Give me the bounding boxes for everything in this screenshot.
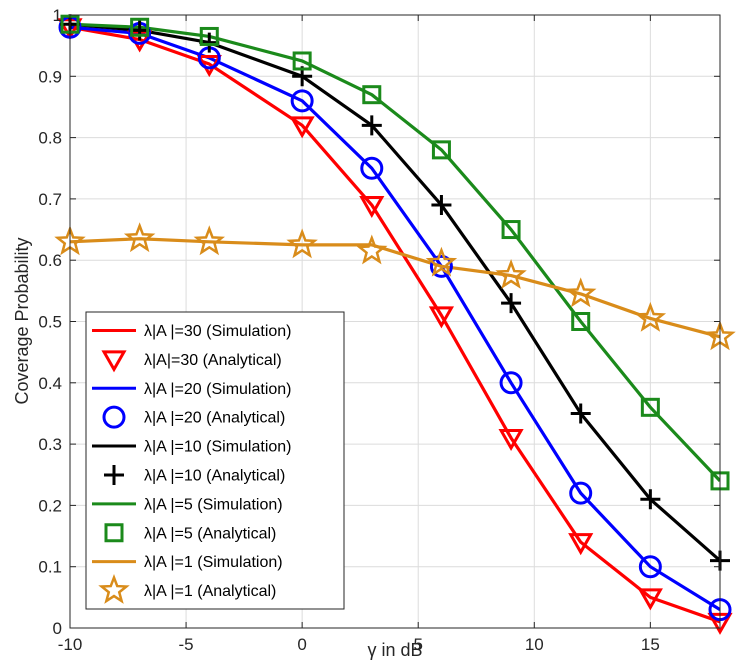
- series-markers: [54, 14, 736, 635]
- series-0-line: [70, 25, 720, 624]
- legend-entry-label: λ|A |=10 (Analytical): [144, 467, 285, 484]
- y-tick-label: 0.8: [38, 129, 62, 148]
- y-tick-label: 0.5: [38, 313, 62, 332]
- series-7-point: [431, 140, 451, 160]
- legend-marker-swatch: [98, 574, 130, 604]
- legend-box: [85, 311, 345, 610]
- series-3-point: [290, 89, 314, 113]
- legend: λ|A |=30 (Simulation) λ|A|=30 (Analytical…: [85, 311, 345, 610]
- legend-entry-label: λ|A |=5 (Simulation): [144, 496, 283, 513]
- legend-entry-label: λ|A |=20 (Analytical): [144, 410, 285, 427]
- series-1-point: [498, 428, 524, 451]
- series-7-point: [571, 312, 591, 331]
- series-5-point: [361, 115, 382, 136]
- series-7-point: [199, 26, 219, 46]
- series-9-point: [495, 258, 527, 289]
- series-1-point: [289, 116, 315, 139]
- series-4-line: [70, 22, 720, 562]
- y-tick-label: 0.1: [38, 558, 62, 577]
- y-tick-label: 0.6: [38, 251, 62, 270]
- x-tick-label: 15: [641, 635, 660, 654]
- series-3-point: [569, 481, 593, 505]
- series-5-point: [640, 489, 661, 510]
- series-3-point: [429, 254, 453, 278]
- x-tick-label: -10: [58, 635, 83, 654]
- series-9-point: [193, 225, 226, 256]
- series-9-point: [564, 277, 597, 308]
- series-6-line: [70, 22, 720, 482]
- x-tick-label: 5: [413, 635, 422, 654]
- series-5-point: [431, 195, 452, 216]
- series-9-point: [123, 222, 156, 253]
- legend-marker-swatch: [104, 523, 124, 543]
- legend-marker-swatch: [101, 350, 127, 373]
- x-tick-label: -5: [179, 635, 194, 654]
- series-8-line: [70, 237, 720, 339]
- x-axis-label: γ in dB: [367, 640, 422, 660]
- legend-entry-label: λ|A |=30 (Simulation): [144, 323, 292, 340]
- legend-entry-label: λ|A |=10 (Simulation): [144, 439, 292, 456]
- series-5-point: [501, 293, 522, 314]
- y-tick-label: 0: [53, 619, 62, 638]
- legend-entry-label: λ|A |=20 (Simulation): [144, 381, 292, 398]
- series-1-point: [359, 196, 385, 219]
- legend-marker-swatch: [102, 405, 126, 429]
- y-tick-label: 0.3: [38, 435, 62, 454]
- y-tick-label: 0.4: [38, 374, 62, 393]
- legend-entry-label: λ|A|=30 (Analytical): [144, 352, 282, 369]
- legend-entry-label: λ|A |=1 (Analytical): [144, 583, 276, 600]
- y-tick-label: 0.7: [38, 190, 62, 209]
- series-lines: [70, 22, 720, 624]
- series-1-point: [428, 306, 455, 329]
- series-7-point: [130, 17, 150, 37]
- series-1-point: [568, 533, 594, 556]
- y-axis-label: Coverage Probability: [12, 237, 32, 404]
- series-9-point: [286, 228, 318, 259]
- legend-entry-label: λ|A |=1 (Simulation): [144, 554, 283, 571]
- axis-ticks: -10 -5 0 5 10 15 0 0.1 0.2 0.3 0.4 0.5 0.6 0.7 0.8 0.9 1: [38, 6, 720, 654]
- legend-entry-label: λ|A |=5 (Analytical): [144, 525, 276, 542]
- x-tick-label: 0: [297, 635, 306, 654]
- series-3-point: [638, 555, 662, 579]
- x-tick-label: 10: [525, 635, 544, 654]
- series-9-point: [425, 246, 458, 277]
- series-9-point: [634, 301, 667, 332]
- y-tick-label: 0.2: [38, 496, 62, 515]
- series-5-point: [570, 403, 591, 424]
- legend-marker-swatch: [104, 464, 124, 485]
- series-7-point: [362, 85, 382, 105]
- series-7-point: [501, 220, 521, 240]
- series-3-point: [360, 156, 384, 180]
- y-tick-label: 0.9: [38, 67, 62, 86]
- series-1-point: [637, 588, 663, 611]
- series-2-line: [70, 25, 720, 611]
- series-7-point: [640, 397, 660, 417]
- series-9-point: [356, 234, 388, 265]
- y-tick-label: 1: [53, 6, 62, 25]
- series-7-point: [292, 51, 312, 71]
- series-3-point: [499, 371, 523, 395]
